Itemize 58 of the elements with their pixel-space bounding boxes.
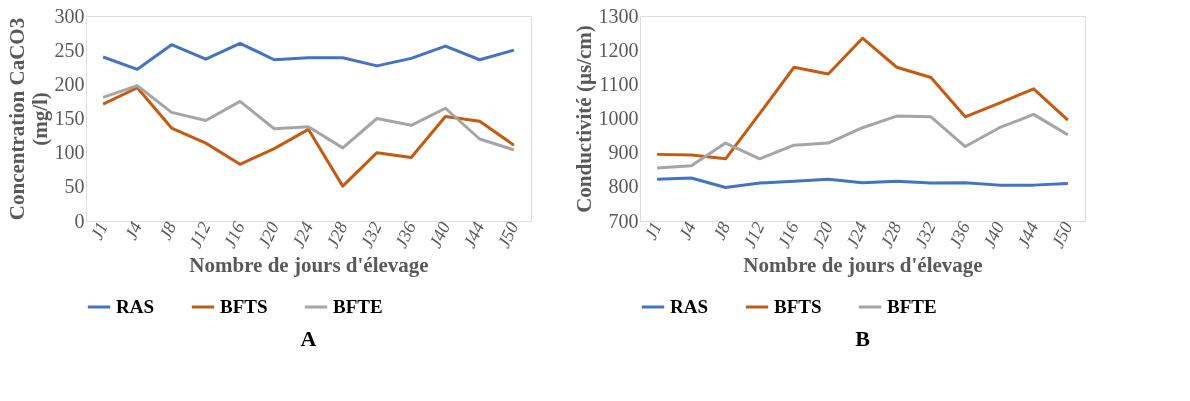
- x-tick-label: J16: [219, 218, 249, 251]
- x-tick-label: J28: [876, 218, 906, 251]
- line-series: [655, 36, 1070, 161]
- x-tick-label: J12: [739, 218, 769, 251]
- y-tick-label: 150: [54, 107, 85, 129]
- x-tick-label: J20: [253, 218, 283, 251]
- y-tick-label: 0: [74, 209, 85, 232]
- y-tick-label: 100: [54, 141, 85, 164]
- x-tick-label: J4: [120, 218, 146, 243]
- line-series: [655, 176, 1070, 190]
- legend-label: BFTS: [220, 296, 268, 317]
- text: A: [300, 326, 317, 351]
- x-tick-label: J50: [493, 218, 523, 251]
- x-axis-title: Nombre de jours d'élevage: [189, 252, 429, 277]
- x-axis-title: Nombre de jours d'élevage: [743, 252, 983, 277]
- y-tick-label: 800: [608, 175, 639, 198]
- x-tick-label: J28: [322, 218, 352, 251]
- x-tick-label: J16: [773, 218, 803, 251]
- y-tick-label: 1200: [598, 38, 639, 61]
- x-tick-label: J8: [154, 218, 181, 243]
- x-tick-label: J50: [1047, 218, 1077, 251]
- y-tick-label: 50: [64, 175, 85, 198]
- y-tick-label: 250: [54, 38, 85, 61]
- line-series: [101, 86, 516, 188]
- y-tick-label: 900: [608, 141, 639, 164]
- x-tick-label: J12: [185, 218, 215, 251]
- x-tick-label: J36: [944, 218, 974, 251]
- x-tick-label: J40: [424, 218, 455, 251]
- x-tick-label: J24: [842, 218, 872, 251]
- text: B: [855, 326, 871, 351]
- y-tick-label: 700: [608, 209, 639, 232]
- legend-label: RAS: [116, 296, 155, 317]
- x-tick-label: J4: [674, 218, 700, 243]
- y-tick-label: 200: [54, 72, 85, 95]
- line-series: [101, 84, 516, 152]
- x-tick-label: J1: [86, 218, 112, 243]
- x-tick-label: J20: [807, 218, 837, 251]
- x-tick-label: J1: [640, 218, 666, 243]
- y-tick-label: 1000: [598, 107, 639, 129]
- legend-label: BFTS: [774, 296, 822, 317]
- legend-label: BFTE: [333, 296, 383, 317]
- legend-label: BFTE: [887, 296, 937, 317]
- y-tick-label: 1100: [599, 72, 639, 95]
- y-tick-label: 300: [54, 4, 85, 27]
- y-axis-title: Concentration CaCO3 (mg/l): [4, 17, 52, 221]
- y-tick-label: 1300: [598, 4, 639, 27]
- x-tick-label: J44: [459, 218, 489, 251]
- x-tick-label: J8: [708, 218, 735, 243]
- x-tick-label: J24: [288, 218, 318, 251]
- line-series: [101, 41, 516, 71]
- x-tick-label: J44: [1013, 218, 1043, 251]
- y-axis-title: Conductivité (µs/cm): [571, 25, 596, 213]
- x-tick-label: J32: [356, 218, 386, 251]
- x-tick-label: J40: [978, 218, 1009, 251]
- x-tick-label: J32: [910, 218, 940, 251]
- x-tick-label: J36: [390, 218, 420, 251]
- legend-label: RAS: [670, 296, 709, 317]
- line-series: [655, 112, 1070, 170]
